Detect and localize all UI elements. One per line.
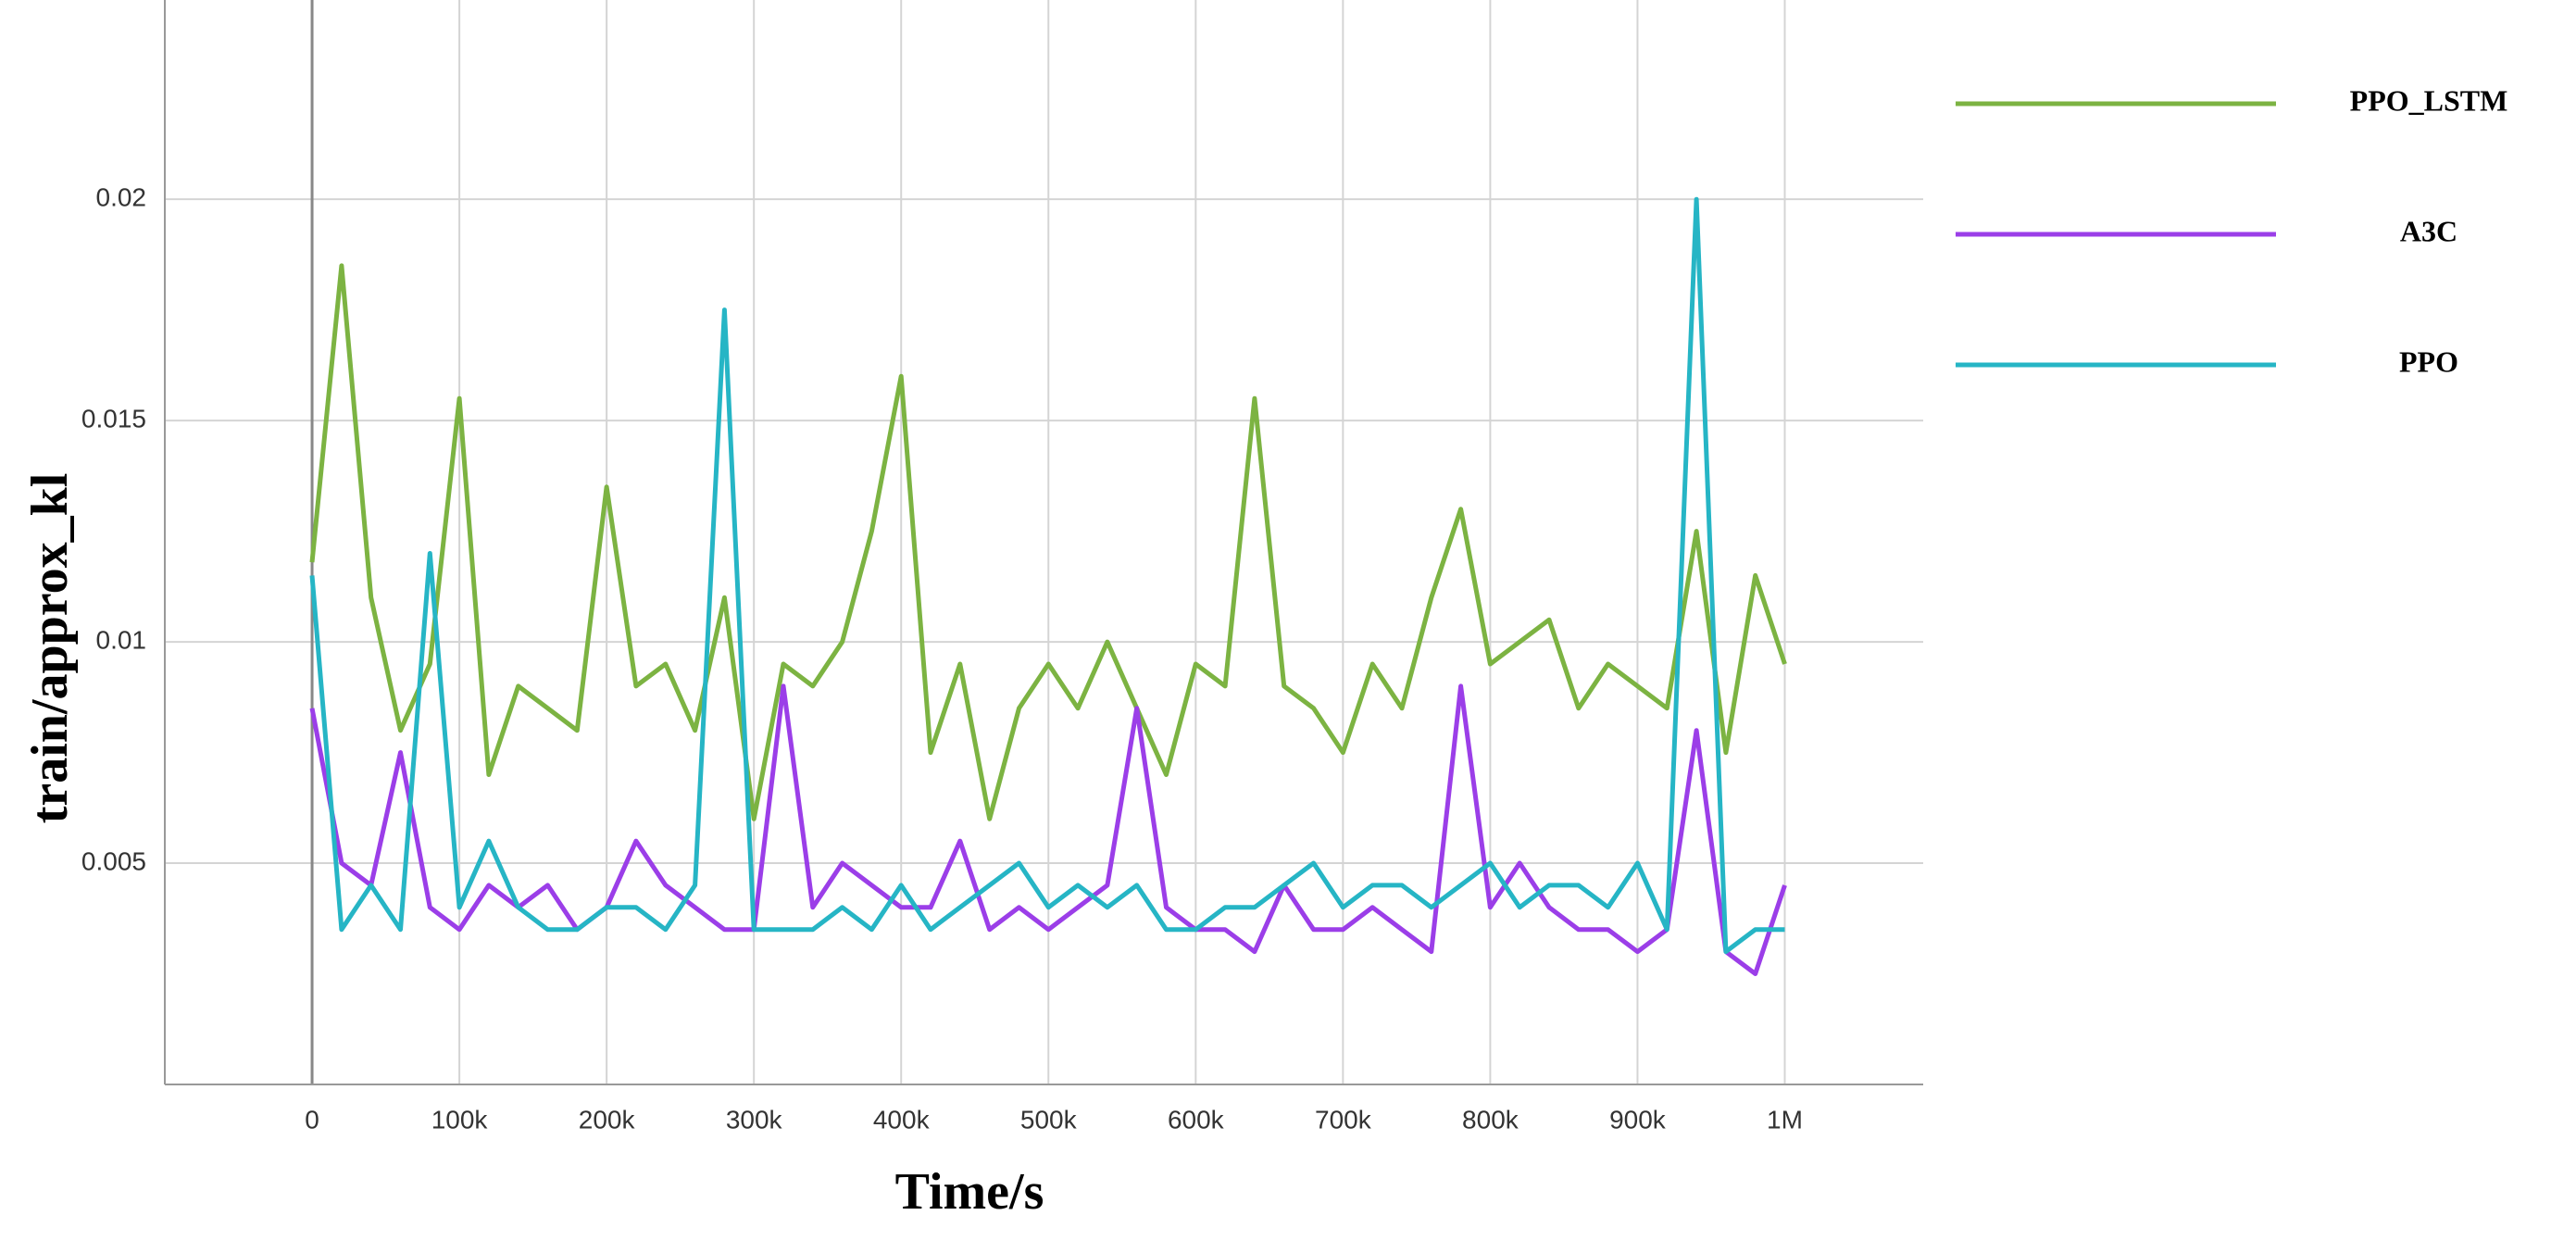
series-line (309, 263, 1787, 821)
legend-label: PPO (2399, 345, 2458, 378)
x-tick-label: 100k (431, 1105, 489, 1134)
series-line (309, 196, 1785, 955)
x-tick-label: 1M (1767, 1105, 1803, 1134)
x-tick-label: 0 (305, 1105, 319, 1134)
x-axis-title: Time/s (895, 1163, 1044, 1221)
y-tick-label: 0.015 (81, 405, 146, 433)
y-axis-title: train/approx_kl (21, 473, 79, 824)
legend-label: A3C (2400, 214, 2457, 247)
x-tick-label: 300k (726, 1105, 783, 1134)
y-tick-label: 0.02 (96, 183, 147, 212)
x-tick-label: 700k (1315, 1105, 1372, 1134)
y-tick-label: 0.01 (96, 625, 147, 654)
x-tick-label: 200k (579, 1105, 636, 1134)
x-tick-label: 900k (1609, 1105, 1667, 1134)
legend-label: PPO_LSTM (2350, 83, 2508, 117)
y-tick-label: 0.005 (81, 846, 146, 875)
x-tick-label: 400k (873, 1105, 931, 1134)
x-tick-label: 500k (1020, 1105, 1078, 1134)
x-tick-label: 800k (1462, 1105, 1519, 1134)
x-tick-label: 600k (1168, 1105, 1225, 1134)
